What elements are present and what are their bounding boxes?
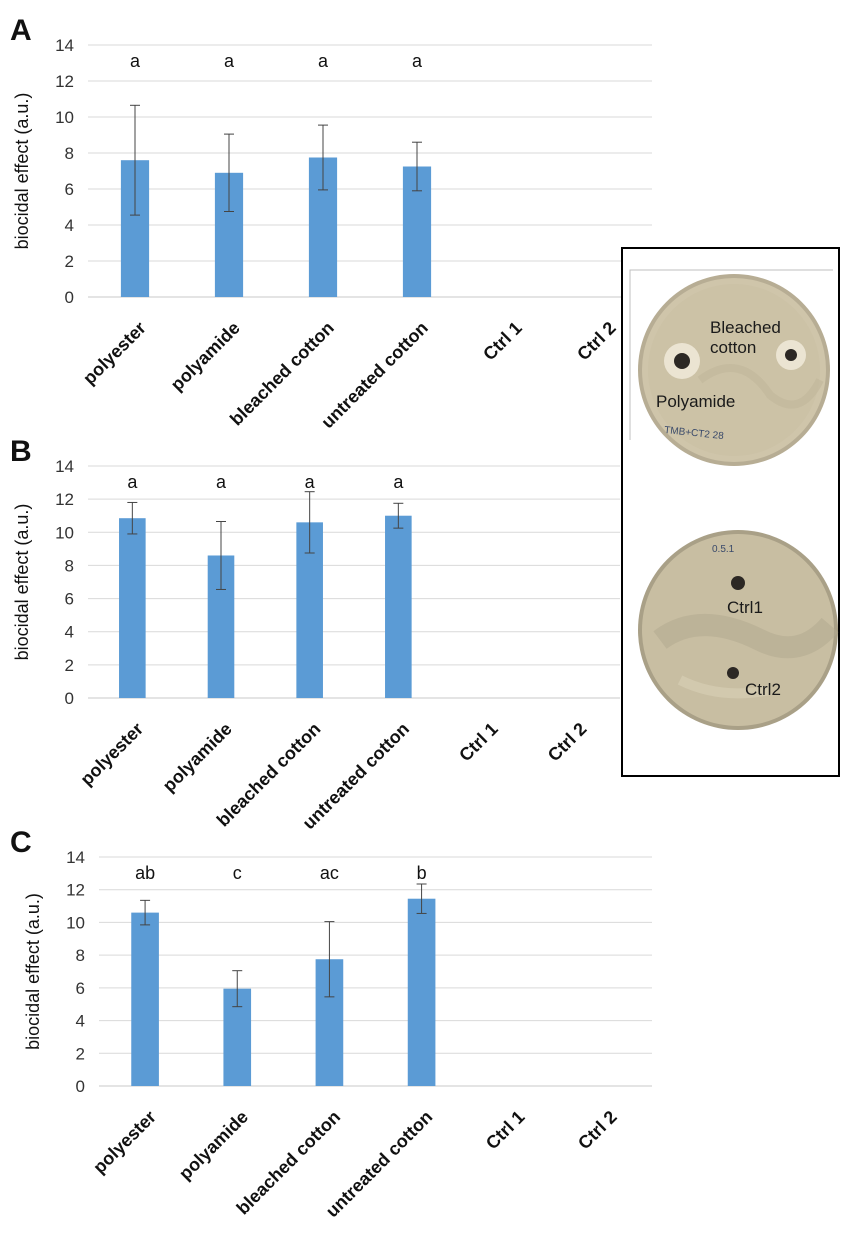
significance-letter: b — [417, 863, 427, 883]
panel-letter: A — [10, 14, 32, 47]
significance-letter: c — [233, 863, 242, 883]
significance-letter: a — [224, 51, 235, 71]
bar — [385, 515, 412, 698]
agar-plate-bottom — [638, 530, 839, 730]
chart-panel-b: B 0 2 4 6 8 10 12 14 biocidal effect (a.u.) a polye… — [10, 435, 620, 833]
y-tick-label: 14 — [55, 36, 74, 55]
y-tick-label: 0 — [76, 1077, 85, 1096]
y-tick-label: 2 — [76, 1044, 85, 1063]
x-tick-label: polyamide — [159, 719, 236, 796]
significance-letter: a — [216, 472, 227, 492]
y-tick-label: 12 — [55, 490, 74, 509]
plate-label-polyamide: Polyamide — [656, 392, 736, 411]
x-tick-label: polyamide — [175, 1107, 252, 1184]
fabric-sample-ctrl1 — [731, 576, 745, 590]
plate-label-bleached-cotton: Bleached cotton — [710, 318, 781, 357]
bar — [407, 898, 436, 1086]
y-tick-label: 0 — [65, 689, 74, 708]
fabric-sample-ctrl2 — [727, 667, 739, 679]
y-tick-label: 2 — [65, 656, 74, 675]
significance-letter: a — [318, 51, 329, 71]
significance-letter: a — [412, 51, 423, 71]
significance-letter: a — [393, 472, 404, 492]
y-tick-label: 12 — [55, 72, 74, 91]
y-tick-label: 4 — [65, 623, 74, 642]
significance-letter: ab — [135, 863, 155, 883]
y-tick-label: 8 — [65, 144, 74, 163]
plate-inset — [621, 247, 840, 777]
x-tick-label: polyester — [89, 1107, 160, 1178]
x-tick-label: bleached cotton — [226, 318, 338, 430]
y-tick-label: 4 — [76, 1012, 85, 1031]
charts-layer: A 0 2 4 6 8 10 12 14 biocidal effect (a.u.) a polye… — [10, 14, 652, 1221]
x-tick-label: Ctrl 2 — [574, 1107, 621, 1154]
panel-letter: C — [10, 826, 32, 859]
y-tick-label: 8 — [76, 946, 85, 965]
y-tick-label: 4 — [65, 216, 74, 235]
y-tick-label: 6 — [65, 590, 74, 609]
x-tick-label: Ctrl 2 — [573, 318, 620, 365]
y-tick-label: 10 — [55, 108, 74, 127]
x-tick-label: polyamide — [167, 318, 244, 395]
fabric-sample-polyamide — [674, 353, 690, 369]
x-tick-label: polyester — [79, 318, 150, 389]
significance-letter: a — [127, 472, 138, 492]
y-tick-label: 10 — [66, 913, 85, 932]
y-tick-label: 14 — [66, 848, 85, 867]
bar — [131, 912, 159, 1086]
y-tick-label: 2 — [65, 252, 74, 271]
y-tick-label: 10 — [55, 523, 74, 542]
x-tick-label: Ctrl 1 — [479, 318, 526, 365]
y-tick-label: 14 — [55, 457, 74, 476]
y-axis-label: biocidal effect (a.u.) — [12, 504, 32, 661]
y-tick-label: 6 — [76, 979, 85, 998]
plate-handwriting-bottom: 0.5.1 — [712, 544, 735, 555]
chart-panel-c: C 0 2 4 6 8 10 12 14 biocidal effect (a.u.) ab poly… — [10, 826, 652, 1221]
chart-panel-a: A 0 2 4 6 8 10 12 14 biocidal effect (a.u.) a polye… — [10, 14, 652, 432]
x-tick-label: Ctrl 2 — [544, 719, 591, 766]
y-axis-label: biocidal effect (a.u.) — [12, 93, 32, 250]
x-tick-label: polyester — [76, 719, 147, 790]
fabric-sample-bleached — [785, 349, 797, 361]
x-tick-label: Ctrl 1 — [455, 719, 502, 766]
significance-letter: a — [130, 51, 141, 71]
plate-label-ctrl2: Ctrl2 — [745, 680, 781, 699]
y-tick-label: 8 — [65, 556, 74, 575]
significance-letter: a — [305, 472, 316, 492]
x-tick-label: Ctrl 1 — [482, 1107, 529, 1154]
bar — [119, 518, 146, 698]
y-tick-label: 12 — [66, 881, 85, 900]
panel-letter: B — [10, 435, 32, 468]
y-axis-label: biocidal effect (a.u.) — [23, 893, 43, 1050]
significance-letter: ac — [320, 863, 339, 883]
agar-plate-top — [638, 274, 830, 466]
plate-label-ctrl1: Ctrl1 — [727, 598, 763, 617]
y-tick-label: 6 — [65, 180, 74, 199]
y-tick-label: 0 — [65, 288, 74, 307]
